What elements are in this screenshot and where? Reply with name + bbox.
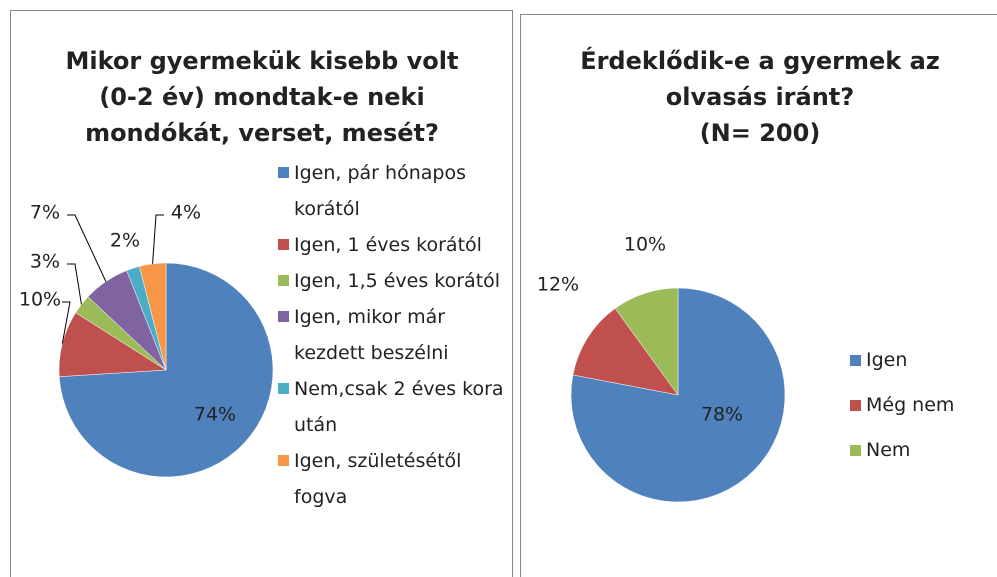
- chart-title: mondókát, verset, mesét?: [85, 119, 439, 147]
- legend-swatch: [850, 445, 861, 456]
- leader-line: [61, 301, 71, 344]
- legend-label: Igen, mikor már kezdett beszélni: [294, 306, 449, 364]
- legend-item: Még nem: [850, 383, 997, 428]
- legend-item: Igen, mikor már kezdett beszélni: [278, 299, 510, 371]
- chart-title: (N= 200): [700, 119, 821, 147]
- legend-label: Nem: [866, 439, 911, 461]
- legend-label: Még nem: [866, 394, 955, 416]
- legend-swatch: [278, 239, 289, 250]
- chart-frame: [10, 10, 513, 577]
- data-label: 2%: [110, 230, 140, 252]
- legend-swatch: [278, 383, 289, 394]
- data-label: 12%: [537, 274, 579, 296]
- legend-item: Nem,csak 2 éves kora után: [278, 371, 510, 443]
- chart-title: Mikor gyermekük kisebb volt: [66, 47, 459, 75]
- data-label: 4%: [171, 202, 201, 224]
- legend-swatch: [850, 355, 861, 366]
- legend-item: Igen: [850, 338, 997, 383]
- legend-label: Igen, pár hónapos korától: [294, 162, 466, 220]
- data-label: 3%: [30, 251, 60, 273]
- data-label: 74%: [194, 404, 236, 426]
- pie-slice: [139, 262, 167, 371]
- legend-swatch: [278, 275, 289, 286]
- legend-swatch: [278, 167, 289, 178]
- data-label: 78%: [701, 404, 743, 426]
- legend-item: Nem: [850, 428, 997, 473]
- legend-swatch: [850, 400, 861, 411]
- legend-item: Igen, 1 éves korától: [278, 227, 510, 263]
- legend-label: Igen, 1,5 éves korától: [294, 270, 501, 292]
- chart-frame: [520, 14, 997, 577]
- pie-slice: [572, 308, 679, 396]
- legend-item: Igen, születésétől fogva: [278, 443, 510, 515]
- legend-label: Igen: [866, 349, 908, 371]
- data-label: 10%: [19, 289, 61, 311]
- legend-label: Nem,csak 2 éves kora után: [294, 378, 504, 436]
- pie-slice: [614, 287, 679, 396]
- legend-item: Igen, 1,5 éves korától: [278, 263, 510, 299]
- legend-swatch: [278, 311, 289, 322]
- legend-label: Igen, 1 éves korától: [294, 234, 482, 256]
- legend-label: Igen, születésétől fogva: [294, 450, 462, 508]
- legend-swatch: [278, 455, 289, 466]
- data-label: 7%: [30, 202, 60, 224]
- data-label: 10%: [624, 234, 666, 256]
- chart-title: olvasás iránt?: [666, 83, 854, 111]
- chart-title: (0-2 év) mondtak-e neki: [99, 83, 424, 111]
- leader-line: [152, 214, 164, 264]
- legend-item: Igen, pár hónapos korától: [278, 155, 510, 227]
- legend: Igen, pár hónapos korától Igen, 1 éves ko…: [278, 155, 510, 515]
- leader-line: [67, 214, 107, 282]
- legend: Igen Még nem Nem: [850, 338, 997, 473]
- chart-title: Érdeklődik-e a gyermek az: [580, 46, 940, 75]
- leader-line: [67, 263, 82, 305]
